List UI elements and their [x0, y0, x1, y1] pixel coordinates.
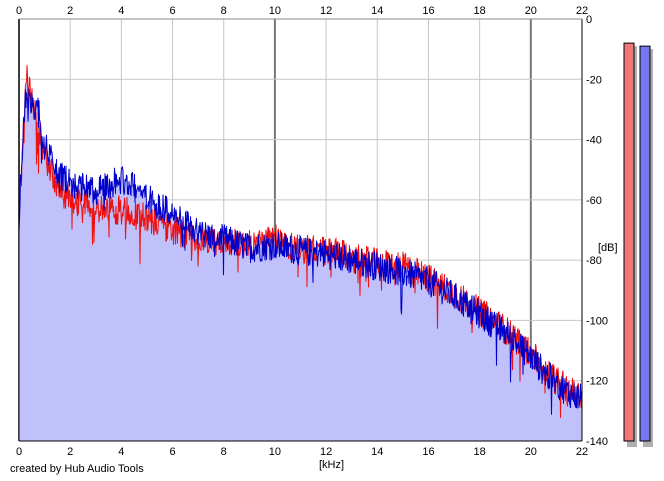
x-tick-label: 6: [169, 446, 175, 458]
y-tick-label: -80: [586, 255, 602, 267]
x-tick-label: 4: [118, 5, 124, 17]
x-tick-label: 20: [525, 5, 537, 17]
y-tick-label: -120: [586, 376, 608, 388]
x-tick-label: 0: [16, 5, 22, 17]
x-tick-label: 0: [16, 446, 22, 458]
y-tick-label: -100: [586, 315, 608, 327]
x-tick-label: 18: [474, 5, 486, 17]
x-tick-label: 16: [422, 446, 434, 458]
x-tick-label: 2: [67, 446, 73, 458]
y-tick-label: -20: [586, 74, 602, 86]
level-meter-bar: [623, 42, 635, 442]
series-blue-line: [18, 88, 583, 415]
level-meter-bar: [639, 45, 651, 442]
x-tick-labels-top: 0 2 4 6 8 10 12 14 16 18 20 22: [16, 5, 588, 17]
x-tick-label: 18: [474, 446, 486, 458]
x-tick-label: 8: [221, 5, 227, 17]
y-tick-label: 0: [586, 14, 592, 26]
x-axis-label: [kHz]: [319, 459, 344, 471]
x-tick-label: 10: [269, 446, 281, 458]
x-tick-label: 8: [221, 446, 227, 458]
x-tick-label: 10: [269, 5, 281, 17]
x-tick-label: 4: [118, 446, 124, 458]
credit-text: created by Hub Audio Tools: [10, 463, 144, 475]
x-tick-label: 22: [576, 446, 588, 458]
x-tick-label: 12: [320, 446, 332, 458]
x-tick-label: 12: [320, 5, 332, 17]
x-tick-label: 22: [576, 5, 588, 17]
x-tick-label: 2: [67, 5, 73, 17]
y-axis-label: [dB]: [598, 242, 618, 254]
y-tick-label: -40: [586, 135, 602, 147]
x-tick-label: 14: [371, 446, 383, 458]
y-tick-label: -140: [586, 436, 608, 448]
series-lines: [18, 65, 583, 418]
level-meters: [623, 42, 653, 447]
y-tick-labels: 0 -20 -40 -60 -80 -100 -120 -140: [586, 14, 608, 448]
x-tick-label: 20: [525, 446, 537, 458]
x-tick-label: 14: [371, 5, 383, 17]
x-tick-label: 6: [169, 5, 175, 17]
x-tick-label: 16: [422, 5, 434, 17]
y-tick-label: -60: [586, 195, 602, 207]
x-tick-labels-bottom: 0 2 4 6 8 10 12 14 16 18 20 22: [16, 446, 588, 458]
